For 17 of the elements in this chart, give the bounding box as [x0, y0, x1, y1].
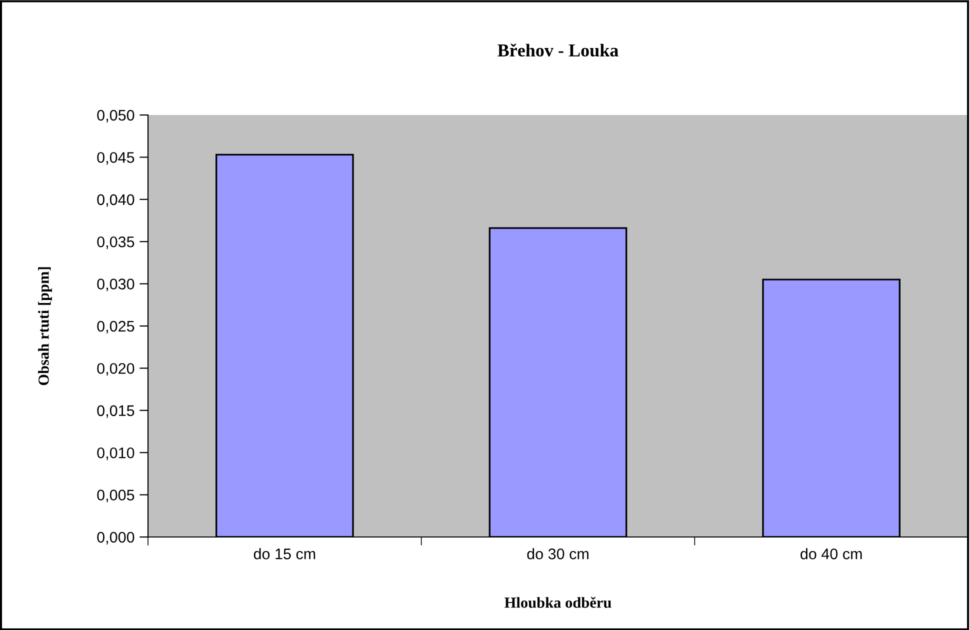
- y-tick-label: 0,010: [97, 447, 134, 460]
- x-tick-label: do 15 cm: [254, 548, 316, 560]
- chart-title: Břehov - Louka: [498, 44, 618, 57]
- y-tick-label: 0,045: [97, 152, 134, 165]
- y-tick-label: 0,030: [97, 278, 134, 292]
- y-tick-label: 0,040: [97, 194, 134, 207]
- x-tick-label: do 40 cm: [800, 548, 862, 560]
- y-tick-label: 0,050: [97, 110, 134, 122]
- y-tick-label: 0,005: [97, 490, 134, 502]
- y-tick-label: 0,025: [97, 320, 134, 334]
- y-tick-label: 0,000: [97, 532, 134, 544]
- y-tick-label: 0,020: [97, 363, 134, 376]
- x-axis-title: Hloubka odběru: [504, 596, 612, 608]
- x-tick-label: do 30 cm: [527, 548, 588, 560]
- y-tick-label: 0,035: [97, 236, 134, 250]
- y-tick-label: 0,015: [97, 405, 134, 418]
- y-axis-title: Obsah rtuti [ppm]: [38, 267, 52, 386]
